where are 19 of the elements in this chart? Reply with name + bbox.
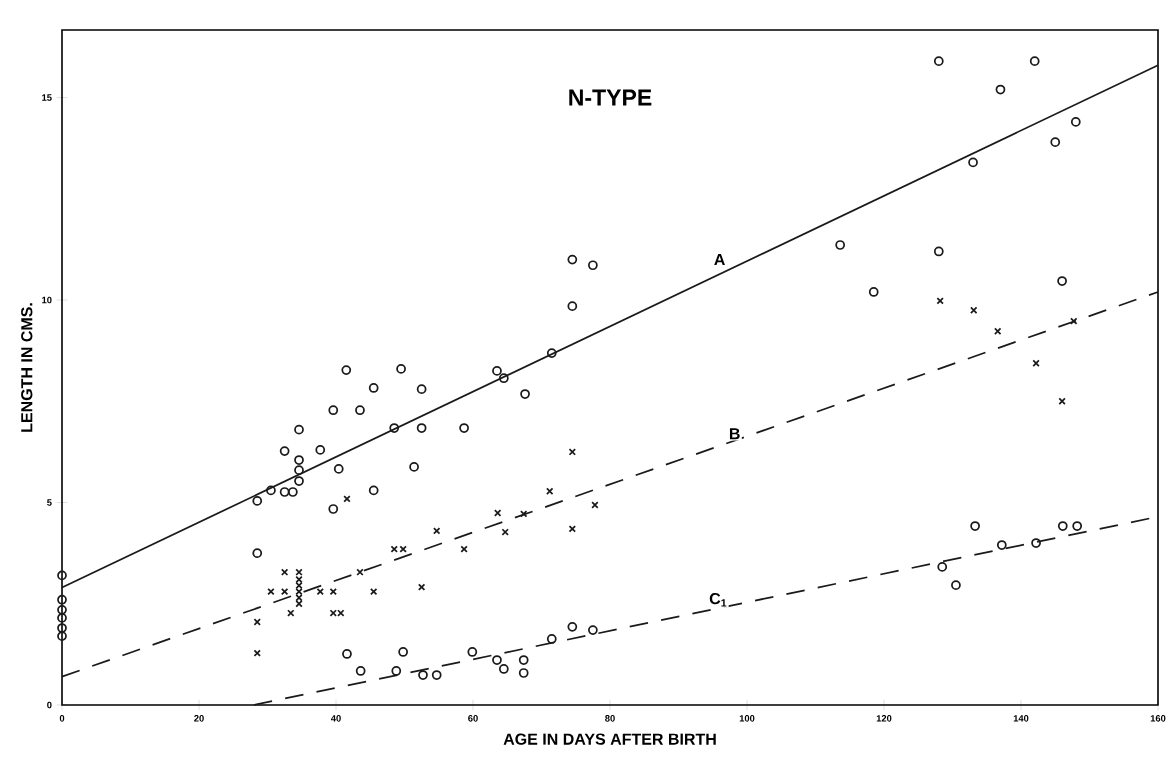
y-tick-label: 10 [42, 296, 52, 304]
x-tick-label: 20 [194, 715, 204, 722]
x-tick-label: 80 [605, 715, 615, 722]
x-tick-label: 140 [1013, 715, 1029, 722]
annotation: A [714, 254, 725, 266]
x-tick-label: 100 [739, 715, 755, 722]
x-tick-label: 160 [1150, 715, 1166, 722]
x-axis-title: AGE IN DAYS AFTER BIRTH [503, 733, 716, 745]
x-tick-label: 40 [330, 715, 341, 722]
text: N-TYPE [569, 89, 652, 106]
y-tick-label: 0 [47, 701, 52, 709]
annotation: C$_{1}$ [709, 592, 727, 607]
x-tick-label: 60 [468, 715, 478, 722]
y-tick-label: 15 [42, 94, 52, 101]
x-tick-label: 120 [876, 715, 892, 722]
x-tick-label: 0 [59, 715, 65, 722]
annotation: B [729, 428, 740, 440]
y-axis-title: LENGTH IN CMS. [21, 303, 33, 432]
y-tick-label: 5 [47, 499, 52, 506]
